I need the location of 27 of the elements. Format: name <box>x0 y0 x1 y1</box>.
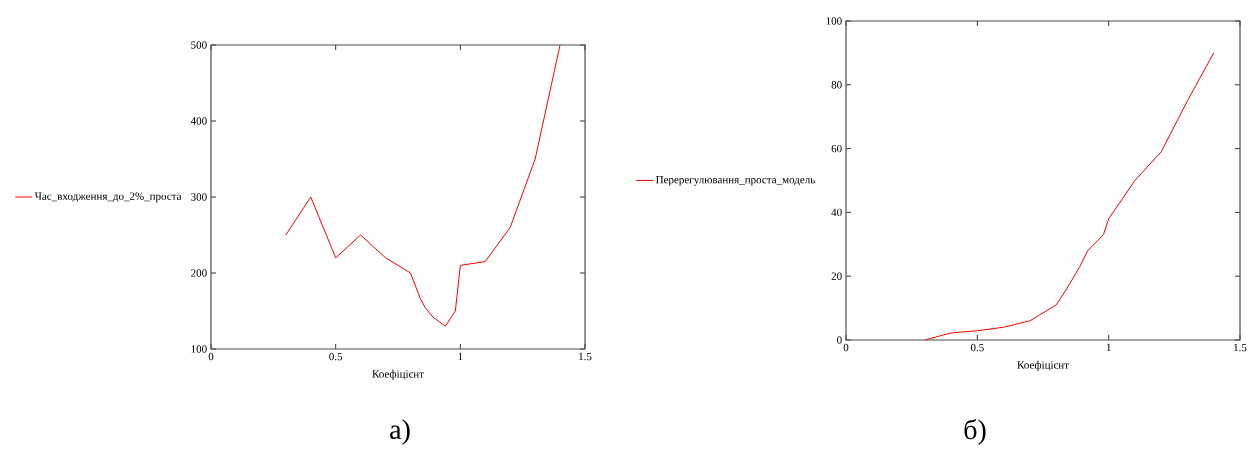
y-tick-label: 300 <box>191 193 207 201</box>
y-tick-label: 0 <box>837 336 842 344</box>
x-tick-label: 1 <box>458 352 463 361</box>
x-axis-title: Коефіцієнт <box>372 369 424 380</box>
x-tick-label: 0.5 <box>970 343 984 352</box>
legend-label: Перерегулювання_проста_модель <box>655 176 815 186</box>
line-series <box>924 52 1215 340</box>
y-tick-label: 100 <box>191 345 207 353</box>
y-tick-label: 60 <box>831 144 842 153</box>
y-tick-label: 100 <box>826 17 842 25</box>
x-tick-label: 1.5 <box>1234 343 1247 352</box>
x-tick-label: 0 <box>208 352 214 361</box>
line-series <box>285 44 561 327</box>
x-axis-title: Коефіцієнт <box>1017 360 1069 371</box>
y-tick-label: 40 <box>831 208 842 217</box>
y-tick-label: 400 <box>190 117 207 125</box>
x-tick-label: 1.5 <box>579 352 592 361</box>
legend-label: Час_входження_до_2%_проста <box>34 192 182 203</box>
x-tick-label: 0.5 <box>329 352 343 361</box>
y-tick-label: 20 <box>831 272 842 280</box>
y-tick-label: 200 <box>191 269 207 277</box>
y-tick-label: 500 <box>191 41 207 49</box>
y-tick-label: 80 <box>831 81 842 89</box>
x-tick-label: 1 <box>1106 343 1111 352</box>
text: а) <box>390 419 410 445</box>
text: б) <box>964 418 986 445</box>
x-tick-label: 0 <box>843 343 849 352</box>
